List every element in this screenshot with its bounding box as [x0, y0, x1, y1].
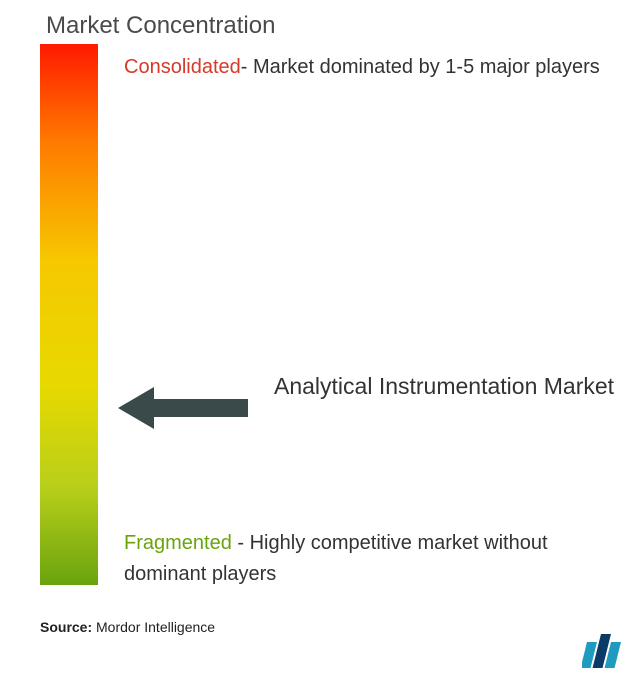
source-line: Source: Mordor Intelligence [40, 619, 215, 635]
market-name-label: Analytical Instrumentation Market [274, 370, 614, 403]
fragmented-label: Fragmented - Highly competitive market w… [124, 528, 630, 590]
consolidated-label: Consolidated- Market dominated by 1-5 ma… [124, 52, 630, 83]
marker-arrow [116, 383, 256, 438]
source-value: Mordor Intelligence [92, 619, 215, 635]
concentration-gradient-bar [40, 44, 98, 585]
consolidated-rest: - Market dominated by 1-5 major players [241, 56, 600, 78]
brand-logo-icon [582, 630, 628, 675]
consolidated-prefix: Consolidated [124, 56, 241, 78]
source-key: Source: [40, 619, 92, 635]
page-title: Market Concentration [46, 12, 275, 40]
fragmented-prefix: Fragmented [124, 532, 232, 554]
